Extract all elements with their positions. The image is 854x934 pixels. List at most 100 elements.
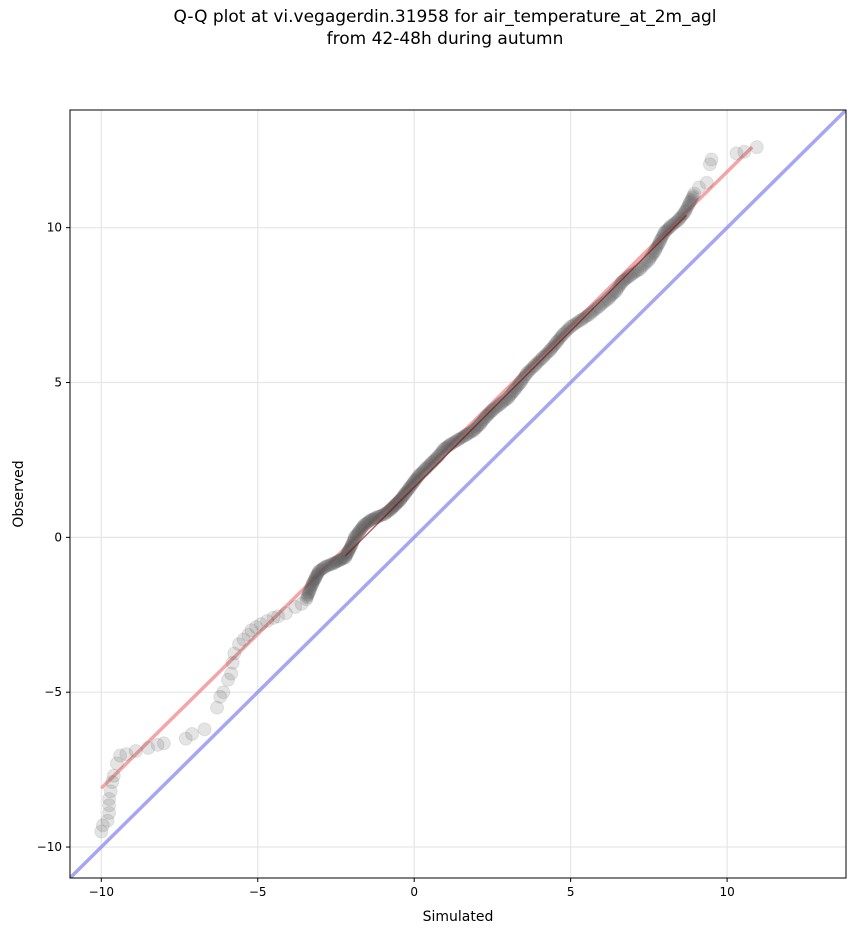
quantile-point	[513, 375, 528, 390]
quantile-point	[557, 326, 571, 340]
quantile-point	[627, 266, 641, 280]
quantile-point	[663, 219, 678, 234]
quantile-point	[677, 205, 692, 220]
quantile-point	[363, 513, 378, 528]
quantile-point	[302, 586, 316, 600]
quantile-point	[307, 574, 321, 588]
plot-frame	[69, 109, 847, 879]
quantile-point	[448, 435, 462, 449]
quantile-point	[385, 502, 399, 516]
quantile-point	[680, 201, 694, 215]
y-tick-label: 0	[54, 530, 62, 544]
quantile-point	[623, 268, 638, 283]
quantile-point	[94, 824, 109, 839]
quantile-point	[361, 515, 375, 529]
quantile-point	[542, 345, 556, 359]
quantile-point	[479, 409, 494, 424]
quantile-point	[551, 334, 565, 348]
quantile-point	[300, 591, 314, 605]
quantile-point	[102, 798, 117, 813]
quantile-point	[395, 491, 409, 505]
quantile-point	[650, 240, 664, 254]
quantile-point	[591, 299, 606, 314]
quantile-point	[335, 552, 349, 566]
quantile-point	[387, 499, 401, 513]
quantile-point	[562, 321, 576, 335]
quantile-point	[436, 444, 450, 458]
quantile-point	[472, 417, 487, 432]
quantile-point	[300, 589, 314, 603]
grid-lines	[70, 110, 846, 878]
quantile-point	[699, 175, 714, 190]
quantile-point	[594, 298, 608, 312]
quantile-point	[475, 414, 489, 428]
quantile-point	[349, 529, 363, 543]
quantile-point	[545, 341, 559, 355]
quantile-point	[344, 539, 358, 553]
quantile-point	[102, 792, 117, 807]
quantile-point	[617, 274, 631, 288]
quantile-point	[402, 482, 416, 496]
quantile-point	[618, 272, 632, 286]
quantile-point	[377, 507, 392, 522]
quantile-point	[100, 813, 115, 828]
quantile-point	[400, 485, 414, 499]
quantile-point	[380, 505, 394, 519]
quantile-point	[109, 756, 124, 771]
quantile-point	[673, 211, 687, 225]
fit-line	[100, 145, 754, 790]
x-tick-label: 0	[410, 885, 418, 899]
quantile-point	[382, 503, 396, 517]
quantile-point	[213, 689, 228, 704]
quantile-point	[354, 522, 368, 536]
quantile-point	[288, 600, 303, 615]
quantile-point	[401, 483, 415, 497]
quantile-point	[390, 496, 404, 510]
quantile-point	[338, 550, 353, 565]
quantile-point	[453, 432, 467, 446]
quantile-point	[221, 672, 236, 687]
quantile-point	[353, 523, 367, 537]
quantile-point	[317, 561, 331, 575]
quantile-point	[468, 422, 482, 436]
quantile-point	[661, 222, 675, 236]
quantile-point	[484, 405, 498, 419]
quantile-point	[493, 397, 508, 412]
quantile-point	[141, 740, 156, 755]
quantile-point	[582, 307, 597, 322]
quantile-point	[474, 416, 488, 430]
quantile-point	[103, 784, 118, 799]
quantile-point	[685, 190, 699, 204]
quantile-point	[439, 440, 453, 454]
quantile-points	[94, 140, 764, 839]
y-tick-label: 10	[47, 221, 62, 235]
quantile-point	[466, 423, 481, 438]
quantile-point	[150, 737, 165, 752]
quantile-point	[405, 477, 419, 491]
quantile-point	[379, 506, 393, 520]
quantile-point	[308, 570, 323, 585]
quantile-point	[266, 610, 281, 625]
quantile-point	[236, 632, 251, 647]
quantile-point	[333, 553, 347, 567]
quantile-point	[599, 293, 613, 307]
quantile-point	[657, 225, 672, 240]
quantile-point	[383, 502, 398, 517]
quantile-point	[454, 431, 468, 445]
quantile-point	[314, 563, 328, 577]
axis-ticks: −10 −5 0 5 10 −10 −5 0 5 10	[37, 221, 735, 899]
quantile-point	[323, 558, 337, 572]
quantile-point	[670, 214, 684, 228]
quantile-point	[480, 408, 494, 422]
quantile-point	[581, 309, 595, 323]
quantile-point	[548, 337, 562, 351]
quantile-point	[224, 666, 239, 681]
quantile-point	[597, 295, 611, 309]
quantile-point	[360, 516, 374, 530]
quantile-point	[367, 511, 381, 525]
quantile-point	[681, 200, 695, 214]
quantile-point	[449, 434, 463, 448]
quantile-point	[362, 514, 376, 528]
quantile-point	[185, 727, 200, 741]
